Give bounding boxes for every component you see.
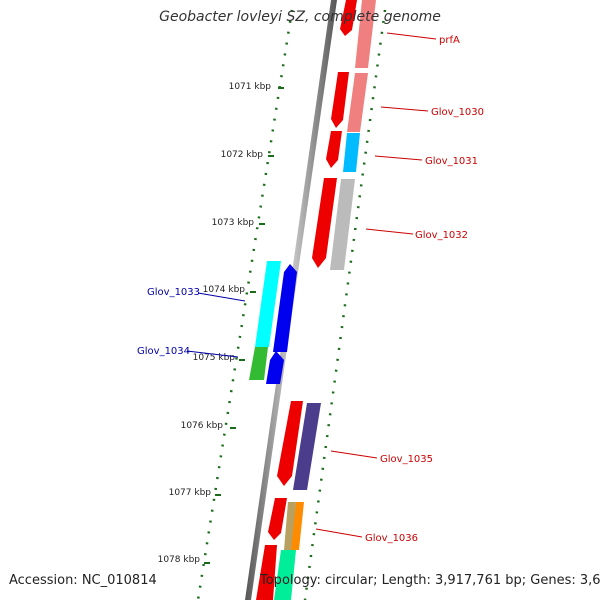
- cog-prfA: [355, 0, 376, 68]
- forward-cog-track: [274, 0, 376, 600]
- cog-glov-1036b: [291, 502, 304, 550]
- tick-label: 1071 kbp: [229, 82, 272, 92]
- cog-glov-1034: [249, 347, 268, 380]
- inner-dotted-guide: [196, 9, 294, 600]
- map-title: Geobacter lovleyi SZ, complete genome: [159, 9, 441, 25]
- forward-callouts: [315, 32, 437, 538]
- gene-label-glov-1032[interactable]: Glov_1032: [415, 230, 468, 241]
- cds-glov-1032[interactable]: [312, 178, 337, 268]
- gene-label-glov-1031[interactable]: Glov_1031: [425, 156, 478, 167]
- accession-text: Accession: NC_010814: [9, 573, 157, 588]
- tick-label: 1076 kbp: [181, 421, 224, 431]
- cds-glov-1033[interactable]: [273, 264, 297, 352]
- outer-dotted-guide: [303, 9, 387, 600]
- cog-glov-1035: [293, 403, 321, 490]
- cds-glov-1034[interactable]: [266, 351, 284, 384]
- cog-next: [274, 550, 296, 600]
- topology-text: Topology: circular; Length: 3,917,761 bp…: [260, 573, 600, 588]
- tick-label: 1075 kbp: [193, 353, 236, 363]
- cog-glov-1030: [347, 73, 368, 132]
- gene-label-glov-1034[interactable]: Glov_1034: [137, 346, 190, 357]
- forward-cds-track: [256, 0, 357, 600]
- cds-glov-1035[interactable]: [277, 401, 303, 486]
- gene-label-glov-1036[interactable]: Glov_1036: [365, 533, 418, 544]
- cds-glov-1030[interactable]: [331, 72, 349, 128]
- cog-glov-1031: [343, 133, 360, 172]
- gene-label-glov-1030[interactable]: Glov_1030: [431, 107, 484, 118]
- gene-label-glov-1033[interactable]: Glov_1033: [147, 287, 200, 298]
- tick-label: 1077 kbp: [169, 488, 212, 498]
- cog-glov-1032: [330, 179, 355, 270]
- cds-prfA[interactable]: [340, 0, 357, 36]
- tick-label: 1074 kbp: [203, 285, 246, 295]
- cds-next[interactable]: [256, 545, 277, 600]
- cds-glov-1031[interactable]: [326, 131, 342, 168]
- tick-label: 1072 kbp: [221, 150, 264, 160]
- tick-label: 1078 kbp: [158, 555, 201, 565]
- gene-label-prfA[interactable]: prfA: [439, 35, 460, 46]
- cds-glov-1036[interactable]: [268, 498, 287, 540]
- tick-marks: [204, 87, 284, 564]
- cog-glov-1033: [255, 261, 281, 347]
- gene-label-glov-1035[interactable]: Glov_1035: [380, 454, 433, 465]
- reverse-cds-track: [266, 264, 297, 384]
- tick-label: 1073 kbp: [212, 218, 255, 228]
- reverse-callouts: [186, 292, 246, 358]
- reverse-cog-track: [249, 261, 281, 380]
